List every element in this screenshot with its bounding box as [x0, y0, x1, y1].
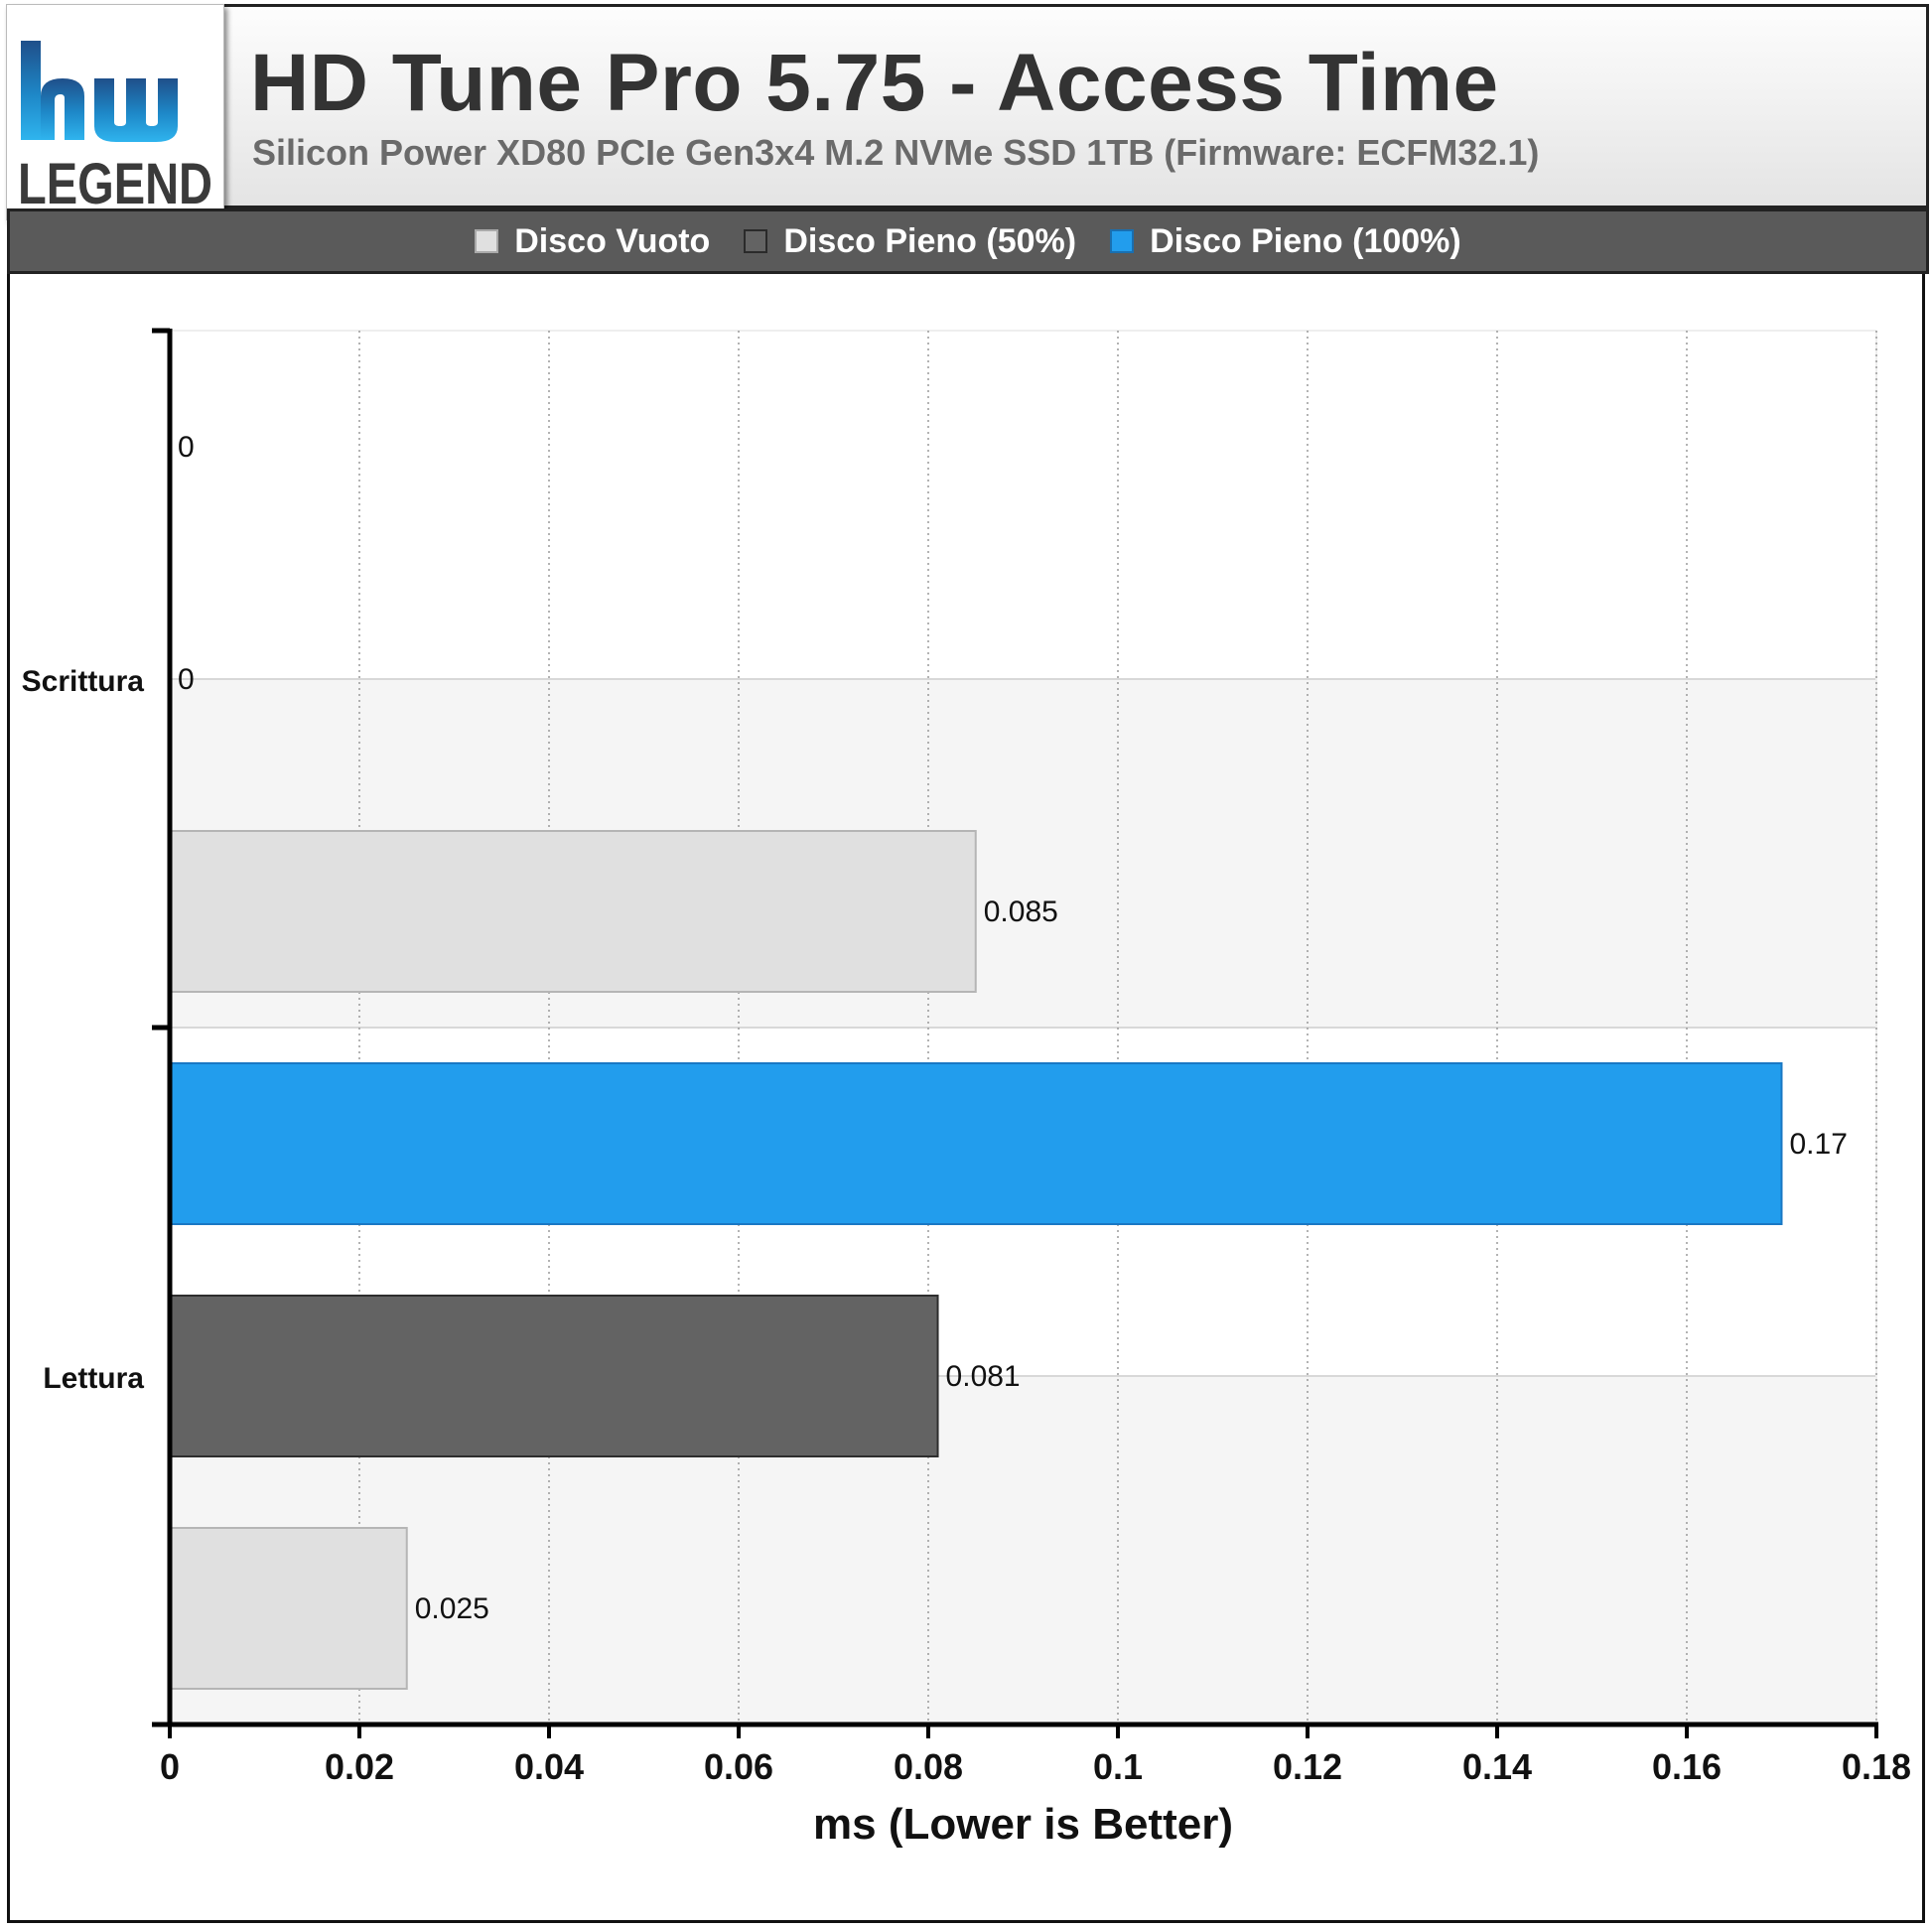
legend-item-disco-pieno-50: Disco Pieno (50%) — [744, 222, 1076, 261]
data-label-scrittura-0: 0.085 — [984, 896, 1058, 928]
legend-swatch-disco-pieno-100 — [1110, 229, 1135, 253]
bar-scrittura-0 — [169, 830, 977, 993]
legend-item-disco-vuoto: Disco Vuoto — [475, 222, 710, 261]
data-label-scrittura-2: 0 — [178, 431, 195, 464]
chart-header: HD Tune Pro 5.75 - Access Time Silicon P… — [7, 4, 1929, 208]
x-tick-label: 0.02 — [325, 1746, 394, 1787]
x-axis-title: ms (Lower is Better) — [813, 1800, 1233, 1849]
y-category-label: Scrittura — [22, 665, 145, 698]
x-tick-label: 0.08 — [894, 1746, 963, 1787]
chart-legend: Disco Vuoto Disco Pieno (50%) Disco Pien… — [7, 208, 1929, 274]
x-tick-label: 0.1 — [1093, 1746, 1143, 1787]
data-label-lettura-1: 0.081 — [946, 1360, 1021, 1393]
data-label-scrittura-1: 0 — [178, 663, 195, 696]
hwlegend-logo: LEGEND — [6, 4, 224, 220]
chart-subtitle: Silicon Power XD80 PCIe Gen3x4 M.2 NVMe … — [252, 132, 1540, 173]
x-tick-label: 0.14 — [1462, 1746, 1532, 1787]
logo-text: LEGEND — [18, 152, 212, 216]
x-tick-label: 0.16 — [1652, 1746, 1722, 1787]
hwlegend-logo-mark: LEGEND — [18, 41, 212, 216]
x-tick-label: 0.12 — [1273, 1746, 1342, 1787]
y-category-label: Lettura — [43, 1362, 144, 1395]
legend-label-disco-pieno-50: Disco Pieno (50%) — [783, 221, 1077, 260]
chart-title: HD Tune Pro 5.75 - Access Time — [250, 38, 1499, 128]
legend-swatch-disco-vuoto — [475, 229, 499, 253]
x-tick-label: 0.04 — [514, 1746, 584, 1787]
bar-lettura-0 — [169, 1527, 408, 1690]
x-tick-label: 0 — [160, 1746, 180, 1787]
data-label-lettura-0: 0.025 — [415, 1592, 489, 1625]
bar-lettura-1 — [169, 1295, 939, 1457]
legend-label-disco-vuoto: Disco Vuoto — [514, 221, 711, 260]
x-tick-label: 0.06 — [704, 1746, 773, 1787]
legend-swatch-disco-pieno-50 — [744, 229, 768, 253]
legend-label-disco-pieno-100: Disco Pieno (100%) — [1150, 221, 1461, 260]
data-label-lettura-2: 0.17 — [1790, 1128, 1848, 1161]
bar-lettura-2 — [169, 1062, 1783, 1225]
legend-item-disco-pieno-100: Disco Pieno (100%) — [1110, 222, 1461, 261]
x-tick-label: 0.18 — [1842, 1746, 1911, 1787]
